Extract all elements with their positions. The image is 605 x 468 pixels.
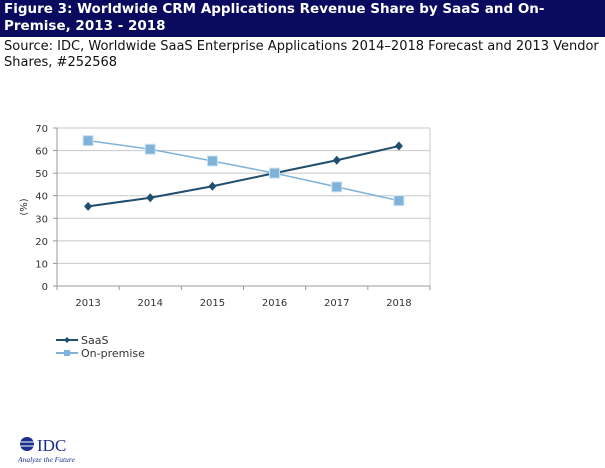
x-tick-label: 2016 <box>262 298 287 309</box>
y-tick-label: 20 <box>35 237 48 248</box>
data-point-square <box>331 181 343 193</box>
x-tick-label: 2018 <box>386 298 411 309</box>
y-tick-label: 30 <box>35 214 48 225</box>
data-point-diamond <box>84 201 93 211</box>
y-tick-label: 60 <box>35 147 48 158</box>
figure-title: Figure 3: Worldwide CRM Applications Rev… <box>0 0 605 37</box>
svg-text:Analyze the Future: Analyze the Future <box>18 455 75 464</box>
y-tick-label: 70 <box>35 124 48 135</box>
y-tick-label: 10 <box>35 259 48 270</box>
data-point-diamond <box>394 141 403 151</box>
x-tick-label: 2017 <box>324 298 349 309</box>
source-note: Source: IDC, Worldwide SaaS Enterprise A… <box>4 39 599 70</box>
y-tick-label: 0 <box>42 282 48 293</box>
y-tick-label: 40 <box>35 192 48 203</box>
data-point-square <box>206 155 218 167</box>
data-point-square <box>269 167 281 179</box>
y-axis-label: (%) <box>19 198 30 215</box>
x-tick-label: 2015 <box>200 298 225 309</box>
legend-marker-square <box>64 350 70 356</box>
x-tick-label: 2013 <box>75 298 100 309</box>
idc-logo: IDC Analyze the Future <box>17 436 88 468</box>
y-tick-label: 50 <box>35 169 48 180</box>
data-point-diamond <box>146 193 155 203</box>
legend-label: SaaS <box>81 334 108 347</box>
series-line-on-premise <box>87 139 400 202</box>
legend-label: On-premise <box>81 347 145 360</box>
data-point-diamond <box>332 155 341 165</box>
x-tick-label: 2014 <box>138 298 163 309</box>
data-point-diamond <box>208 181 217 191</box>
data-point-square <box>82 135 94 147</box>
svg-text:IDC: IDC <box>37 436 66 455</box>
legend-marker-diamond <box>64 337 70 343</box>
data-point-square <box>393 195 405 207</box>
data-point-square <box>144 143 156 155</box>
series-line-saas <box>87 145 400 208</box>
